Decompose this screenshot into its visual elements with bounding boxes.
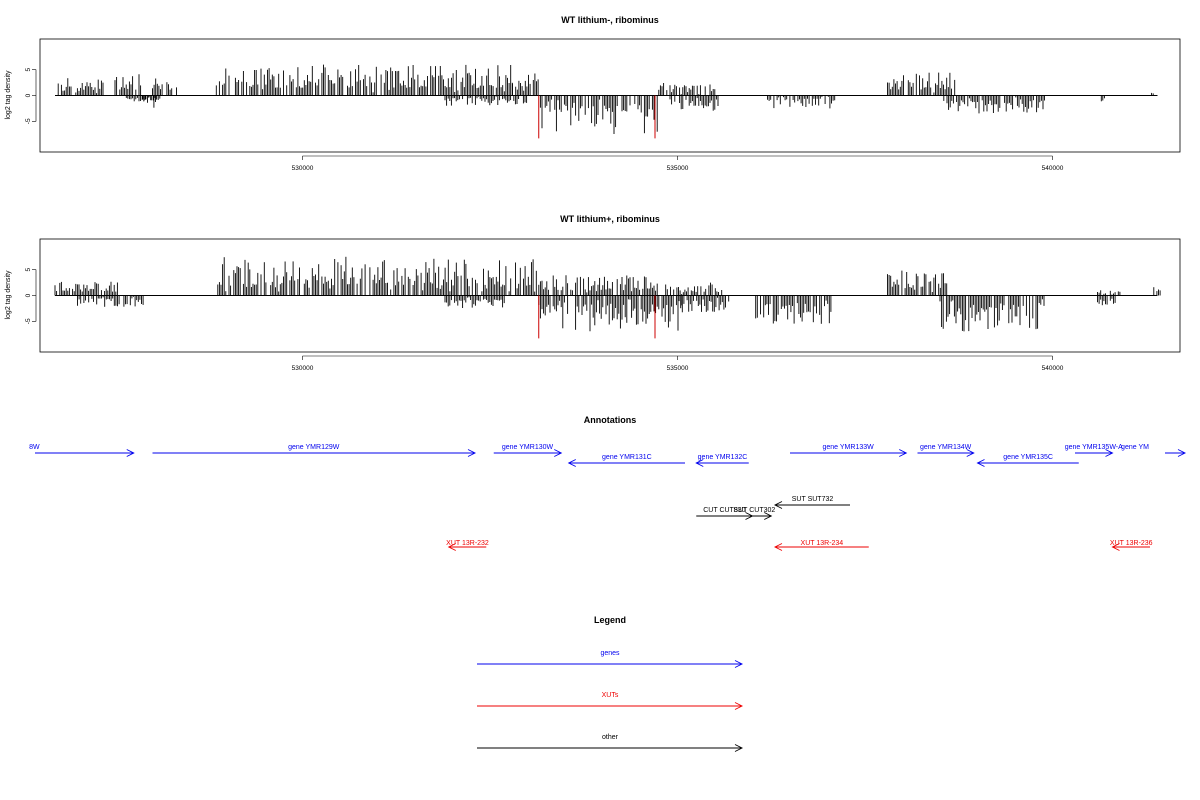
y-tick-label: -5 — [25, 318, 32, 324]
x-tick-label: 540000 — [1042, 165, 1064, 172]
feature-arrow-head — [773, 543, 783, 551]
feature-arrow-head — [1105, 449, 1114, 457]
other-feature: SUT SUT732 — [773, 496, 850, 509]
feature-arrow-head — [899, 449, 908, 457]
x-tick-label: 540000 — [1042, 365, 1064, 372]
feature-arrow-head — [567, 459, 576, 467]
highlight-markers — [538, 295, 656, 339]
feature-label: gene YMR134W — [920, 444, 972, 451]
legend-title: Legend — [594, 615, 626, 625]
feature-label: gene YMR130W — [502, 444, 554, 451]
gene-feature: gene YMR129W — [152, 444, 477, 457]
feature-arrow-head — [467, 449, 477, 457]
feature-label: gene YMR135W-A — [1065, 444, 1123, 451]
xut-feature: XUT 13R-236 — [1110, 540, 1153, 551]
gene-feature: gene YMR135C — [976, 454, 1079, 467]
gene-feature: gene YMR131C — [567, 454, 685, 467]
y-axis: -5 0 5 — [25, 267, 37, 324]
plot-frame — [39, 238, 1181, 353]
feature-label: 8W — [29, 444, 40, 451]
track-title: WT lithium-, ribominus — [561, 15, 659, 25]
gene-feature: gene YMR133W — [790, 444, 908, 457]
x-tick-label: 530000 — [292, 165, 314, 172]
y-tick-label: -5 — [25, 118, 32, 124]
xut-feature: XUT 13R-232 — [446, 540, 489, 551]
x-tick-label: 535000 — [667, 165, 689, 172]
density-bars — [54, 256, 1161, 332]
legend-label: genes — [600, 650, 620, 657]
annotations-panel: Annotations 8W gene YMR129W gene YMR130W ge… — [29, 415, 1187, 551]
y-tick-label: 5 — [25, 67, 32, 71]
feature-label: SUT CUT302 — [733, 507, 775, 514]
y-tick-label: 0 — [25, 293, 32, 297]
legend-label: other — [602, 734, 619, 741]
x-axis: 530000 535000 540000 — [292, 355, 1064, 372]
feature-label: SUT SUT732 — [792, 496, 834, 503]
legend-items: genes XUTs other — [477, 650, 744, 752]
feature-arrow-head — [966, 449, 975, 457]
track-title: WT lithium+, ribominus — [560, 214, 660, 224]
legend: Legend genes XUTs other — [477, 615, 744, 752]
legend-arrow-head — [734, 660, 744, 668]
gene-feature: gene YMR130W — [493, 444, 563, 457]
legend-item: genes — [477, 650, 744, 668]
legend-item: XUTs — [477, 692, 744, 710]
legend-label: XUTs — [602, 692, 619, 699]
y-axis-label: log2 tag density — [5, 270, 12, 320]
xut-feature: XUT 13R-234 — [773, 540, 869, 551]
legend-arrow-head — [734, 702, 744, 710]
density-bars — [55, 64, 1158, 134]
feature-arrow-head — [554, 449, 563, 457]
other-feature: SUT CUT302 — [733, 507, 775, 520]
gene-feature: gene YMR134W — [917, 444, 975, 457]
feature-label: gene YMR129W — [288, 444, 340, 451]
gene-feature: gene YMR132C — [695, 454, 749, 467]
annotations-title: Annotations — [584, 415, 637, 425]
track-panel-lithium-plus: WT lithium+, ribominus log2 tag density … — [5, 214, 1181, 372]
annotation-features: 8W gene YMR129W gene YMR130W gene YMR131C ge… — [29, 444, 1187, 551]
feature-arrow-head — [976, 459, 985, 467]
legend-arrow-head — [734, 744, 744, 752]
feature-arrow-head — [447, 543, 456, 551]
feature-arrow-head — [1111, 543, 1120, 551]
feature-arrow-head — [1177, 449, 1187, 457]
y-tick-label: 0 — [25, 93, 32, 97]
gene-feature: gene YMR135W-A — [1065, 444, 1123, 457]
y-axis-label: log2 tag density — [5, 70, 12, 120]
feature-label: gene YMR131C — [602, 454, 652, 461]
gene-feature: 8W — [29, 444, 135, 457]
y-axis: -5 0 5 — [25, 67, 37, 124]
feature-label: gene YMR132C — [698, 454, 748, 461]
feature-label: XUT 13R-236 — [1110, 540, 1153, 547]
highlight-markers — [538, 95, 656, 139]
feature-arrow-head — [126, 449, 135, 457]
feature-arrow-head — [764, 512, 773, 520]
feature-arrow-head — [773, 501, 783, 509]
y-tick-label: 5 — [25, 267, 32, 271]
feature-label: gene YMR133W — [823, 444, 875, 451]
gene-feature: gene YM — [1121, 444, 1187, 457]
track-panel-lithium-minus: WT lithium-, ribominus log2 tag density … — [5, 15, 1181, 172]
x-axis: 530000 535000 540000 — [292, 155, 1064, 172]
legend-item: other — [477, 734, 744, 752]
feature-label: XUT 13R-232 — [446, 540, 489, 547]
x-tick-label: 535000 — [667, 365, 689, 372]
plot-frame — [39, 38, 1181, 153]
feature-label: CUT CUT830 — [703, 507, 745, 514]
feature-arrow-head — [695, 459, 704, 467]
feature-label: gene YMR135C — [1003, 454, 1053, 461]
x-tick-label: 530000 — [292, 365, 314, 372]
feature-label: XUT 13R-234 — [801, 540, 844, 547]
feature-label: gene YM — [1121, 444, 1149, 451]
